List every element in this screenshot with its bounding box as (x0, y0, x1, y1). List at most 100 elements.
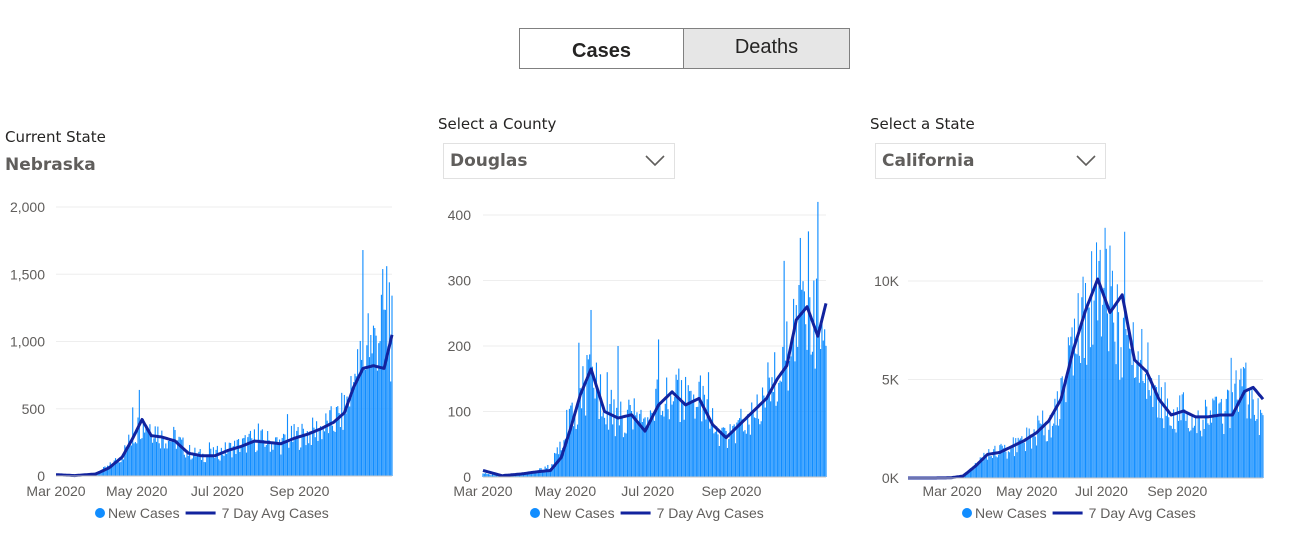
new-cases-bar (801, 289, 803, 477)
new-cases-bar (663, 416, 665, 477)
new-cases-bar (309, 431, 311, 476)
new-cases-bar (349, 406, 351, 476)
new-cases-bar (294, 437, 296, 476)
new-cases-bar (273, 443, 275, 476)
new-cases-bar (570, 405, 572, 477)
new-cases-bar (120, 462, 122, 476)
new-cases-bar (267, 431, 269, 476)
new-cases-bar (126, 447, 128, 476)
new-cases-bar (774, 352, 776, 477)
x-tick-label: May 2020 (996, 483, 1058, 499)
new-cases-bar (784, 360, 787, 477)
new-cases-bar (659, 402, 661, 477)
new-cases-bar (1218, 403, 1220, 478)
new-cases-bar (1203, 428, 1205, 478)
new-cases-bar (1132, 322, 1134, 478)
new-cases-bar (187, 455, 189, 476)
new-cases-bar (809, 297, 811, 477)
new-cases-bar (524, 473, 526, 477)
deaths-button[interactable]: Deaths (684, 28, 850, 69)
new-cases-bar (290, 425, 293, 476)
county-dropdown[interactable]: Douglas (443, 143, 675, 179)
new-cases-bar (643, 418, 645, 477)
new-cases-bar (1111, 270, 1113, 478)
new-cases-bar (1235, 370, 1237, 478)
new-cases-bar (361, 359, 363, 476)
new-cases-bar (1215, 396, 1217, 478)
new-cases-bar (1162, 418, 1164, 478)
new-cases-bar (1086, 364, 1088, 478)
cases-button[interactable]: Cases (519, 28, 684, 69)
new-cases-bar (1045, 441, 1047, 478)
new-cases-bar (330, 406, 332, 476)
new-cases-bar (224, 442, 226, 476)
new-cases-bar (1180, 420, 1182, 478)
new-cases-bar (288, 447, 290, 476)
new-cases-bar (667, 409, 669, 477)
new-cases-bar (1043, 435, 1045, 478)
new-cases-bar (382, 269, 384, 476)
new-cases-bar (245, 452, 248, 476)
new-cases-bar (1075, 353, 1077, 478)
new-cases-bar (1010, 449, 1012, 478)
new-cases-bar (1104, 227, 1106, 478)
new-cases-bar (976, 465, 978, 478)
new-cases-bar (711, 408, 714, 477)
new-cases-bar (1165, 415, 1167, 478)
new-cases-bar (136, 443, 138, 476)
new-cases-bar (770, 401, 772, 477)
new-cases-bar (116, 462, 118, 476)
new-cases-bar (1158, 375, 1160, 478)
county-dropdown-value: Douglas (450, 151, 528, 171)
new-cases-bar (1143, 382, 1145, 478)
new-cases-bar (753, 417, 756, 477)
new-cases-bar (133, 443, 135, 476)
x-tick-label: Jul 2020 (621, 483, 674, 499)
new-cases-bar (798, 285, 800, 477)
state-select-label: Select a State (870, 115, 975, 133)
state-dropdown[interactable]: California (875, 143, 1106, 179)
new-cases-bar (268, 440, 270, 476)
new-cases-bar (1078, 355, 1080, 478)
new-cases-bar (1116, 284, 1118, 478)
new-cases-bar (814, 368, 816, 477)
new-cases-bar (563, 440, 565, 477)
legend-avg-cases: 7 Day Avg Cases (657, 505, 764, 521)
new-cases-bar (350, 376, 352, 476)
new-cases-bar (977, 462, 979, 478)
new-cases-bar (1140, 359, 1142, 478)
new-cases-bar (1223, 434, 1225, 478)
new-cases-bar (1077, 293, 1079, 478)
new-cases-bar (1028, 428, 1030, 478)
new-cases-bar (614, 436, 616, 477)
new-cases-bar (968, 472, 970, 478)
new-cases-bar (1247, 404, 1249, 478)
new-cases-bar (768, 377, 770, 477)
new-cases-bar (367, 313, 369, 476)
new-cases-bar (639, 413, 641, 477)
new-cases-bar (230, 442, 232, 476)
new-cases-bar (1015, 438, 1017, 478)
new-cases-bar (132, 407, 134, 476)
new-cases-bar (521, 473, 523, 477)
new-cases-bar (134, 442, 136, 476)
new-cases-bar (595, 362, 598, 477)
new-cases-bar (107, 465, 109, 476)
new-cases-bar (1187, 428, 1189, 478)
new-cases-bar (763, 395, 765, 477)
new-cases-bar (1204, 399, 1206, 478)
new-cases-bar (979, 457, 981, 478)
new-cases-bar (321, 439, 323, 476)
new-cases-bar (674, 396, 676, 477)
new-cases-bar (1029, 434, 1031, 478)
new-cases-bar (253, 429, 255, 476)
new-cases-bar (1131, 365, 1133, 478)
new-cases-bar (343, 394, 345, 476)
new-cases-bar (199, 449, 201, 476)
new-cases-bar (355, 376, 357, 476)
new-cases-bar (117, 458, 119, 476)
new-cases-bar (528, 472, 530, 477)
new-cases-bar (214, 457, 216, 476)
nebraska-cases-chart: 0 500 1,000 1,500 2,000 Mar 2020 May 2020 Jul 2… (10, 199, 394, 521)
new-cases-bar (766, 399, 768, 477)
